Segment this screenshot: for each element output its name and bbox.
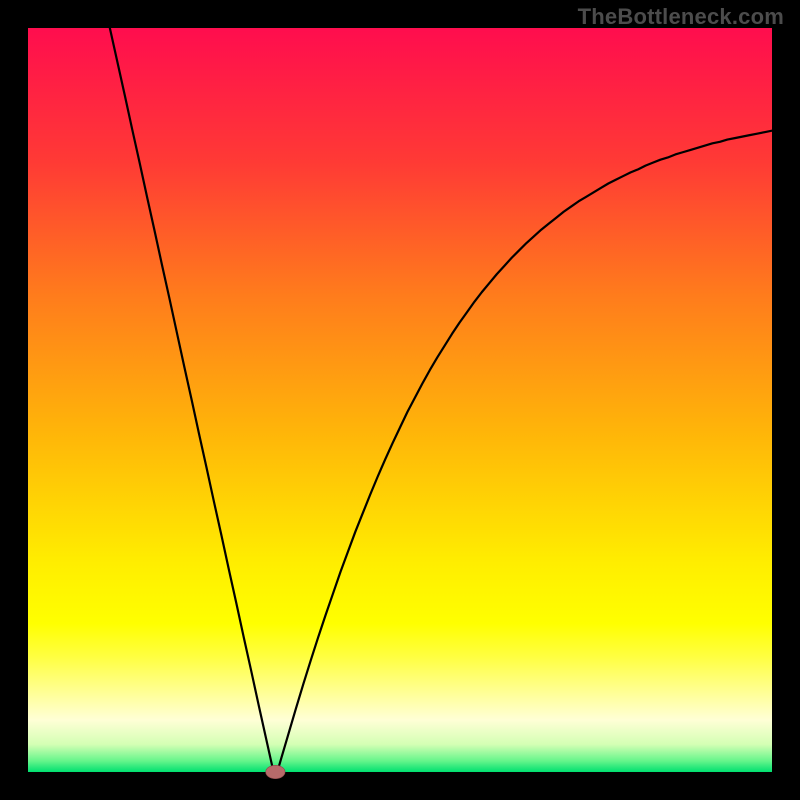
chart-svg xyxy=(0,0,800,800)
plot-area xyxy=(28,28,772,772)
optimum-marker xyxy=(266,765,285,778)
bottleneck-chart: TheBottleneck.com xyxy=(0,0,800,800)
watermark-text: TheBottleneck.com xyxy=(578,4,784,30)
